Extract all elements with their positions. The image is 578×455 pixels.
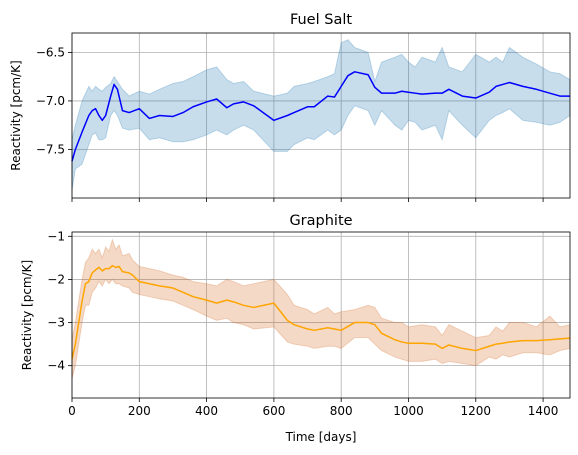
graphite-xlabel: Time [days] [285, 430, 357, 444]
graphite-ytick-label: −2 [47, 272, 65, 286]
graphite-xtick-label: 600 [262, 404, 285, 418]
fuel-salt-ytick-label: −7.0 [36, 94, 65, 108]
fuel-salt-ylabel: Reactivity [pcm/K] [9, 60, 23, 170]
fuel-salt-ticks: −7.5 −7.0 −6.5 [36, 45, 544, 202]
fuel-salt-ytick-label: −6.5 [36, 45, 65, 59]
fuel-salt-axes-frame [71, 32, 571, 199]
graphite-xtick-label: 1200 [461, 404, 492, 418]
graphite-xtick-label: 1000 [393, 404, 424, 418]
graphite-ytick-label: −3 [47, 316, 65, 330]
graphite-xtick-label: 200 [128, 404, 151, 418]
fuel-salt-mean-line [71, 71, 570, 162]
graphite-xtick-label: 400 [195, 404, 218, 418]
graphite-ticks: 0 200 400 600 800 1000 1200 1400 −4 −3 −2 −1 [47, 229, 558, 418]
graphite-ytick-label: −4 [47, 359, 65, 373]
graphite-ytick-label: −1 [47, 229, 65, 243]
graphite-xtick-label: 800 [330, 404, 353, 418]
graphite-xtick-label: 1400 [528, 404, 559, 418]
graphite-ylabel: Reactivity [pcm/K] [20, 260, 34, 370]
fuel-salt-ytick-label: −7.5 [36, 142, 65, 156]
graphite-axes-frame [71, 231, 571, 399]
graphite-title: Graphite [289, 213, 352, 229]
graphite-mean-line [71, 264, 571, 360]
graphite-xtick-label: 0 [68, 404, 76, 418]
graphite-panel: 0 200 400 600 800 1000 1200 1400 −4 −3 −2 −1 Graphi… [20, 213, 571, 444]
fuel-salt-title: Fuel Salt [290, 12, 352, 28]
fuel-salt-panel: −7.5 −7.0 −6.5 Fuel Salt Reactivity [pcm/K… [9, 12, 571, 202]
